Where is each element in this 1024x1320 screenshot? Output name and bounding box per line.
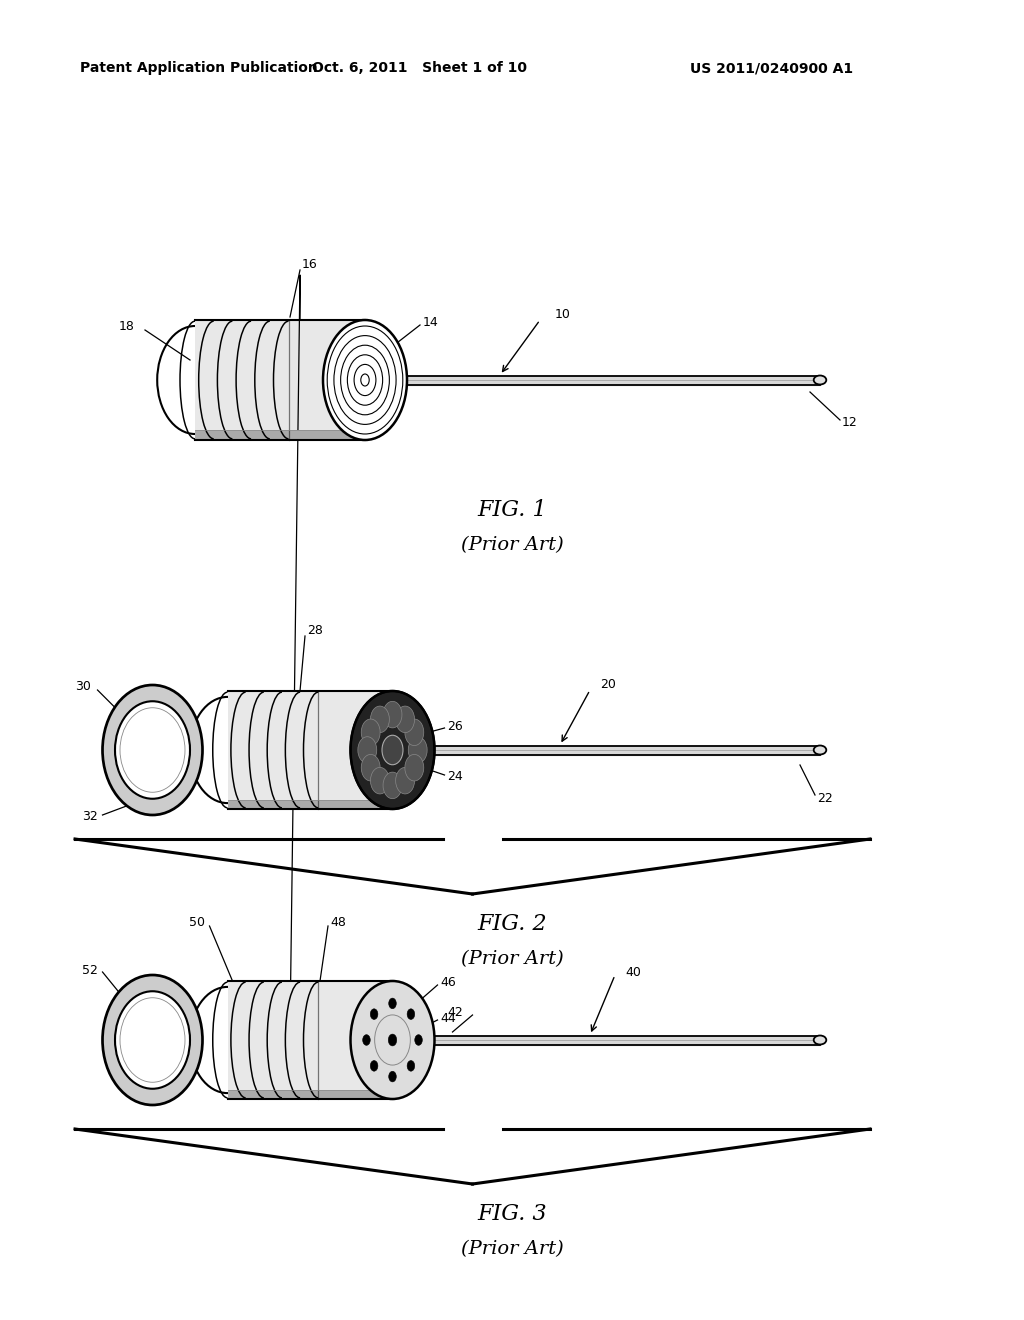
- Text: (Prior Art): (Prior Art): [461, 1239, 563, 1258]
- Text: 10: 10: [555, 309, 570, 322]
- Ellipse shape: [388, 1034, 396, 1045]
- Ellipse shape: [371, 1008, 378, 1019]
- Text: US 2011/0240900 A1: US 2011/0240900 A1: [690, 61, 853, 75]
- Text: 32: 32: [82, 810, 97, 824]
- Ellipse shape: [409, 737, 427, 763]
- Ellipse shape: [383, 772, 402, 799]
- Text: 44: 44: [440, 1011, 457, 1024]
- Text: FIG. 1: FIG. 1: [477, 499, 547, 521]
- FancyBboxPatch shape: [195, 319, 365, 440]
- Text: 52: 52: [82, 964, 97, 977]
- Ellipse shape: [814, 746, 826, 755]
- Text: Oct. 6, 2011   Sheet 1 of 10: Oct. 6, 2011 Sheet 1 of 10: [312, 61, 527, 75]
- Ellipse shape: [361, 755, 380, 781]
- Ellipse shape: [362, 1035, 371, 1045]
- Text: Patent Application Publication: Patent Application Publication: [80, 61, 317, 75]
- Ellipse shape: [350, 981, 434, 1100]
- Text: 40: 40: [625, 965, 641, 978]
- Ellipse shape: [404, 719, 424, 746]
- Ellipse shape: [395, 706, 415, 733]
- Ellipse shape: [158, 326, 232, 434]
- Ellipse shape: [115, 701, 190, 799]
- Text: (Prior Art): (Prior Art): [461, 950, 563, 968]
- Ellipse shape: [350, 690, 434, 809]
- FancyBboxPatch shape: [195, 430, 365, 440]
- Text: (Prior Art): (Prior Art): [461, 536, 563, 554]
- Text: 48: 48: [330, 916, 346, 929]
- Ellipse shape: [371, 767, 389, 793]
- Text: 12: 12: [842, 416, 858, 429]
- Ellipse shape: [189, 697, 265, 803]
- Ellipse shape: [357, 737, 377, 763]
- Text: 46: 46: [440, 977, 457, 990]
- Ellipse shape: [408, 1060, 415, 1071]
- Ellipse shape: [395, 767, 415, 793]
- FancyBboxPatch shape: [227, 800, 392, 809]
- Ellipse shape: [389, 1072, 396, 1082]
- Ellipse shape: [115, 991, 190, 1089]
- Ellipse shape: [814, 375, 826, 384]
- Ellipse shape: [102, 975, 203, 1105]
- Text: FIG. 3: FIG. 3: [477, 1203, 547, 1225]
- Ellipse shape: [415, 1035, 422, 1045]
- Ellipse shape: [408, 1008, 415, 1019]
- Ellipse shape: [382, 735, 403, 764]
- Text: 20: 20: [600, 678, 615, 692]
- Text: 50: 50: [189, 916, 206, 929]
- Text: FIG. 2: FIG. 2: [477, 913, 547, 935]
- Ellipse shape: [404, 755, 424, 781]
- Text: 26: 26: [447, 721, 463, 734]
- FancyBboxPatch shape: [227, 690, 392, 809]
- Ellipse shape: [189, 987, 265, 1093]
- Ellipse shape: [371, 1060, 378, 1071]
- Text: 18: 18: [119, 319, 135, 333]
- Ellipse shape: [102, 685, 203, 814]
- Ellipse shape: [389, 998, 396, 1008]
- Ellipse shape: [814, 1035, 826, 1044]
- Ellipse shape: [371, 706, 389, 733]
- FancyBboxPatch shape: [227, 981, 392, 1100]
- Text: 22: 22: [817, 792, 833, 804]
- Ellipse shape: [361, 719, 380, 746]
- Text: 28: 28: [307, 624, 323, 638]
- Text: 42: 42: [447, 1006, 463, 1019]
- FancyBboxPatch shape: [227, 1089, 392, 1100]
- Text: 30: 30: [75, 681, 90, 693]
- Text: 14: 14: [423, 315, 438, 329]
- Ellipse shape: [383, 701, 402, 727]
- Ellipse shape: [323, 319, 407, 440]
- Text: 16: 16: [302, 259, 317, 272]
- Text: 24: 24: [447, 770, 463, 783]
